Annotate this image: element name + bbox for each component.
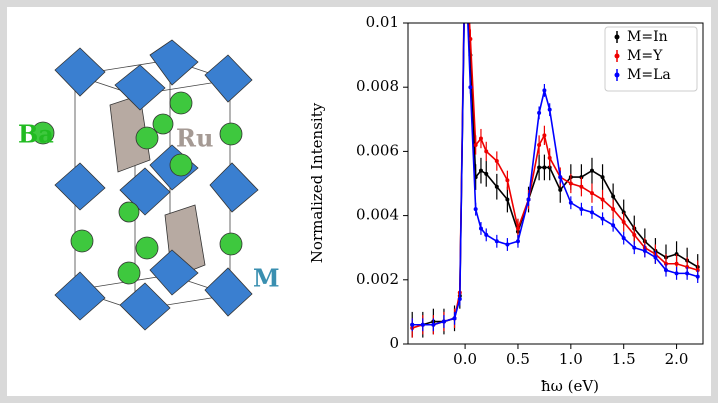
data-point (542, 133, 547, 138)
y-tick-label: 0.01 (366, 13, 399, 31)
data-point (542, 88, 547, 93)
data-point (410, 322, 415, 327)
data-point (695, 274, 700, 279)
data-point (494, 184, 499, 189)
data-point (537, 110, 542, 115)
x-axis-label: ħω (eV) (541, 377, 599, 395)
axes-frame (407, 22, 704, 345)
data-point (526, 197, 531, 202)
data-point (468, 85, 473, 90)
ru-label: Ru (176, 124, 213, 153)
y-tick-label: 0.002 (356, 270, 399, 288)
data-point (473, 142, 478, 147)
data-point (484, 232, 489, 237)
data-point (468, 37, 473, 42)
data-point (674, 271, 679, 276)
data-point (515, 239, 520, 244)
data-point (653, 255, 658, 260)
data-point (685, 271, 690, 276)
legend-label: M=La (627, 67, 671, 83)
data-point (547, 107, 552, 112)
legend-marker-dot (614, 34, 620, 40)
data-point (505, 178, 510, 183)
data-point (611, 223, 616, 228)
data-point (589, 191, 594, 196)
crystal-structure (31, 39, 259, 331)
data-point (663, 268, 668, 273)
data-point (473, 207, 478, 212)
legend-label: M=In (627, 29, 668, 45)
plot-area (410, 23, 700, 338)
y-tick-label: 0.008 (356, 77, 399, 95)
data-point (600, 175, 605, 180)
data-point (537, 165, 542, 170)
data-point (600, 197, 605, 202)
data-point (494, 159, 499, 164)
data-point (515, 226, 520, 231)
legend-box (604, 26, 698, 92)
panel (7, 7, 711, 396)
x-tick-label: 0.5 (506, 350, 530, 368)
data-point (632, 232, 637, 237)
data-point (642, 248, 647, 253)
data-point (505, 242, 510, 247)
x-tick-label: 1.5 (612, 350, 636, 368)
legend-label: M=Y (627, 48, 663, 64)
data-point (547, 155, 552, 160)
data-point (568, 181, 573, 186)
data-point (589, 168, 594, 173)
x-tick-label: 1.0 (559, 350, 583, 368)
data-point (558, 187, 563, 192)
data-point (611, 194, 616, 199)
data-point (621, 220, 626, 225)
legend-marker-dot (614, 72, 620, 78)
y-axis-label: Normalized Intensity (308, 102, 326, 263)
legend-marker-dot (614, 53, 620, 59)
data-point (674, 261, 679, 266)
data-point (431, 322, 436, 327)
y-tick-label: 0 (389, 334, 399, 352)
data-point (558, 175, 563, 180)
data-point (632, 245, 637, 250)
data-point (579, 207, 584, 212)
data-point (494, 239, 499, 244)
data-point (452, 316, 457, 321)
data-point (542, 165, 547, 170)
data-point (589, 210, 594, 215)
data-point (611, 207, 616, 212)
y-tick-label: 0.006 (356, 141, 399, 159)
x-tick-label: 0.0 (453, 350, 477, 368)
data-point (568, 200, 573, 205)
data-point (600, 216, 605, 221)
data-point (478, 226, 483, 231)
data-point (579, 184, 584, 189)
data-point (478, 136, 483, 141)
y-tick-label: 0.004 (356, 206, 399, 224)
data-point (505, 197, 510, 202)
data-point (484, 149, 489, 154)
data-point (621, 236, 626, 241)
x-tick-label: 2.0 (665, 350, 689, 368)
ba-label: Ba (18, 120, 54, 149)
data-point (420, 322, 425, 327)
m-label: M (253, 264, 280, 293)
data-point (457, 297, 462, 302)
data-point (478, 168, 483, 173)
data-point (441, 319, 446, 324)
data-point (484, 171, 489, 176)
data-point (537, 142, 542, 147)
